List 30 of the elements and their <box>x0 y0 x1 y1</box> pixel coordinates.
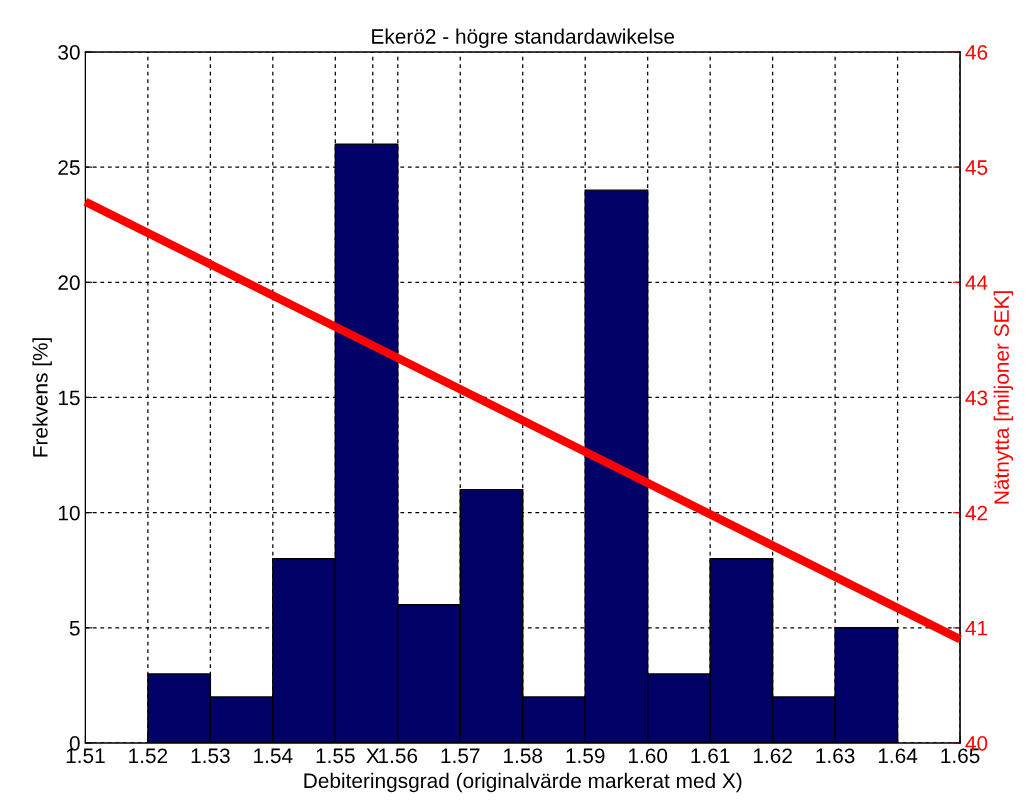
x-axis-title: Debiteringsgrad (originalvärde markerat med X) <box>304 772 742 793</box>
x-tick-label: 1.54 <box>254 748 293 764</box>
x-tick-label: 1.64 <box>878 748 918 764</box>
x-tick-label: 1.61 <box>691 748 730 764</box>
x-tick-label: 1.63 <box>816 748 855 764</box>
y-tick-label: 15 <box>58 390 80 406</box>
y-tick-label: 30 <box>58 44 80 60</box>
x-tick-label: 1.58 <box>504 748 543 764</box>
y-axis-title: Frekvens [%] <box>32 338 52 457</box>
x-tick-label: 1.59 <box>566 748 605 764</box>
y-tick-label: 5 <box>69 621 80 636</box>
y2-tick-label: 42 <box>965 505 988 521</box>
x-tick-label: 1.56 <box>379 748 418 764</box>
x-tick-label: 1.57 <box>441 748 480 764</box>
x-tick-label: 1.52 <box>129 748 168 764</box>
x-tick-label: 1.53 <box>191 748 230 764</box>
y-tick-label: 25 <box>58 160 80 175</box>
y2-axis-title: Nätnytta [miljoner SEK] <box>993 291 1014 504</box>
y2-tick-label: 43 <box>965 390 988 406</box>
x-tick-label: 1.62 <box>753 748 792 764</box>
y-tick-label: 10 <box>58 505 80 521</box>
x-tick-label: 1.60 <box>629 748 668 764</box>
y2-tick-label: 44 <box>965 275 988 290</box>
x-tick-label: X <box>366 748 380 763</box>
y-tick-label: 20 <box>58 275 80 291</box>
y2-tick-label: 46 <box>965 44 988 60</box>
y2-tick-label: 45 <box>965 160 988 175</box>
y2-tick-label: 41 <box>965 621 988 636</box>
chart-title: Ekerö2 - högre standardawikelse <box>372 28 675 48</box>
x-tick-label: 1.55 <box>316 748 355 764</box>
